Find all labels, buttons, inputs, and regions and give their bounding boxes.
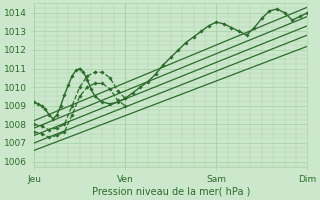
X-axis label: Pression niveau de la mer( hPa ): Pression niveau de la mer( hPa ) (92, 187, 250, 197)
